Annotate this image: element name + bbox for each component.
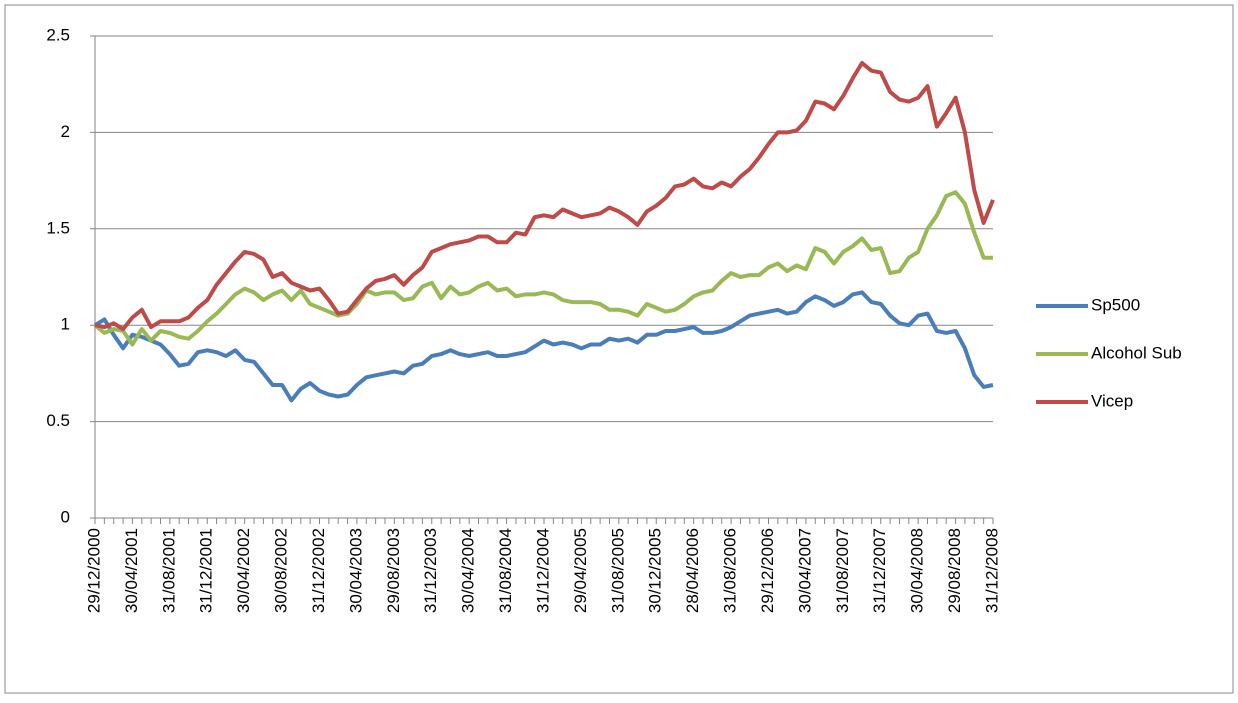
x-tick-label: 31/12/2002 [309,528,328,613]
x-tick-label: 29/08/2003 [384,528,403,613]
y-tick-label: 1 [61,315,70,334]
y-tick-label: 0.5 [46,411,70,430]
y-tick-label: 0 [61,507,70,526]
series-line [93,290,994,403]
x-tick-label: 30/04/2007 [795,528,814,613]
x-tick-label: 31/08/2001 [159,528,178,613]
legend-label: Vicep [1091,391,1133,410]
x-tick-label: 28/04/2006 [683,528,702,613]
x-tick-label: 29/08/2008 [945,528,964,613]
x-tick-label: 31/08/2007 [833,528,852,613]
x-tick-label: 30/12/2005 [646,528,665,613]
x-tick-label: 30/04/2003 [346,528,365,613]
x-tick-label: 30/04/2001 [122,528,141,613]
x-tick-label: 31/12/2008 [982,528,1001,613]
x-tick-label: 31/12/2001 [197,528,216,613]
x-tick-label: 29/12/2000 [84,528,103,613]
x-tick-label: 29/12/2006 [758,528,777,613]
x-tick-label: 31/08/2005 [608,528,627,613]
x-tick-label: 31/12/2003 [421,528,440,613]
x-tick-label: 31/12/2007 [870,528,889,613]
y-tick-label: 1.5 [46,218,70,237]
series-line [93,190,993,347]
y-tick-label: 2 [61,122,70,141]
x-tick-label: 30/08/2002 [272,528,291,613]
legend-label: Sp500 [1091,295,1140,314]
legend-label: Alcohol Sub [1091,343,1182,362]
x-tick-label: 31/12/2004 [533,528,552,613]
x-tick-label: 29/04/2005 [571,528,590,613]
x-tick-label: 30/04/2002 [234,528,253,613]
x-tick-label: 31/08/2004 [496,528,515,613]
x-tick-label: 31/08/2006 [721,528,740,613]
series-line [94,61,995,332]
y-tick-label: 2.5 [46,25,70,44]
x-tick-label: 30/04/2004 [459,528,478,613]
x-tick-label: 30/04/2008 [908,528,927,613]
